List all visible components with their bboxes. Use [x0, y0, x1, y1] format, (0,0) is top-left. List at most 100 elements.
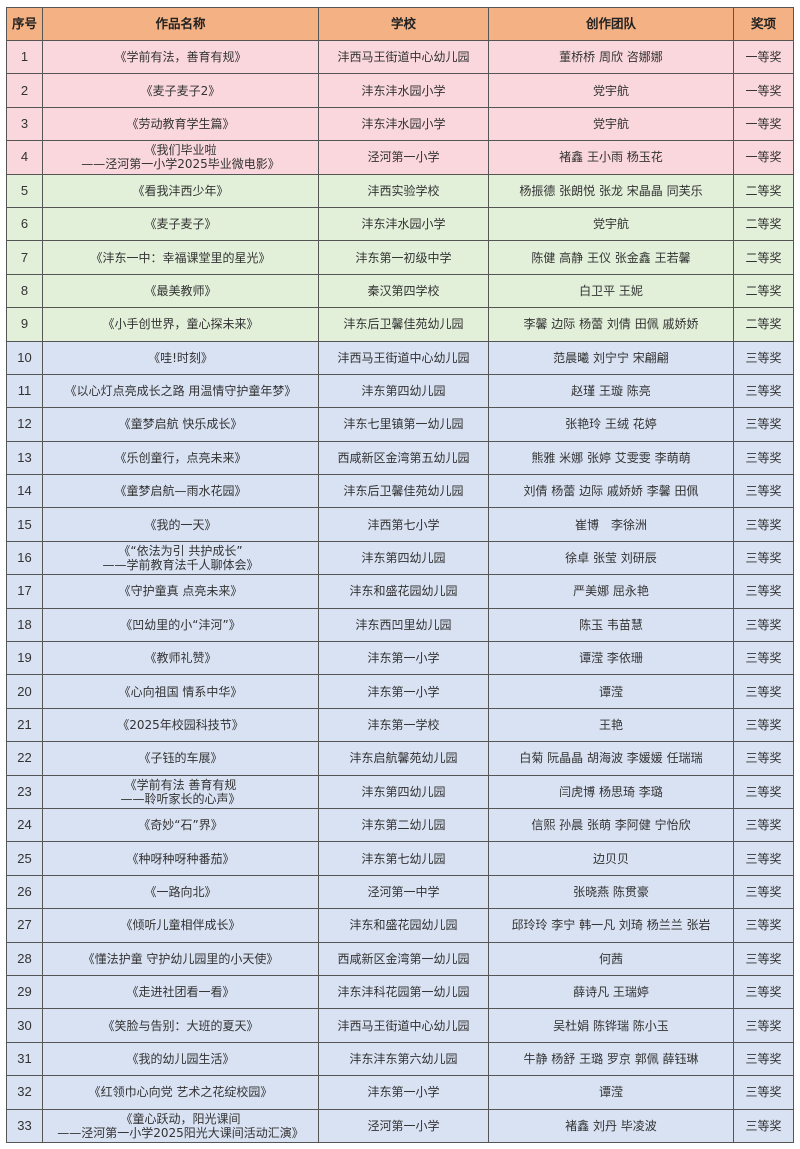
cell-team: 熊雅 米娜 张婷 艾雯雯 李萌萌 [488, 440, 734, 476]
cell-index: 17 [6, 574, 43, 609]
table-row: 20 《心向祖国 情系中华》 沣东第一小学 谭滢 三等奖 [6, 674, 794, 709]
cell-team: 党宇航 [488, 206, 734, 242]
cell-index: 8 [6, 273, 43, 309]
cell-award: 三等奖 [733, 774, 794, 809]
cell-school: 沣东后卫馨佳苑幼儿园 [318, 474, 489, 509]
cell-title: 《懂法护童 守护幼儿园里的小天使》 [42, 941, 319, 976]
cell-title: 《子钰的车展》 [42, 741, 319, 776]
cell-school: 沣西马王街道中心幼儿园 [318, 340, 489, 375]
cell-school: 沣东第四幼儿园 [318, 373, 489, 409]
header-award: 奖项 [733, 7, 794, 41]
cell-team: 谭滢 李依珊 [488, 641, 734, 676]
header-index: 序号 [6, 7, 43, 41]
cell-award: 一等奖 [733, 73, 794, 108]
cell-award: 二等奖 [733, 206, 794, 242]
cell-school: 沣东第二幼儿园 [318, 807, 489, 843]
cell-award: 三等奖 [733, 1041, 794, 1077]
cell-award: 三等奖 [733, 607, 794, 643]
cell-award: 三等奖 [733, 874, 794, 910]
cell-award: 三等奖 [733, 841, 794, 876]
cell-title: 《小手创世界，童心探未来》 [42, 307, 319, 342]
cell-title: 《沣东一中：幸福课堂里的星光》 [42, 240, 319, 275]
cell-award: 三等奖 [733, 707, 794, 743]
cell-award: 一等奖 [733, 106, 794, 142]
cell-title: 《我的幼儿园生活》 [42, 1041, 319, 1077]
cell-team: 褚鑫 刘丹 毕凌波 [488, 1108, 734, 1143]
cell-award: 三等奖 [733, 1008, 794, 1043]
table-row: 26 《一路向北》 泾河第一中学 张晓燕 陈贯豪 三等奖 [6, 874, 794, 910]
cell-index: 13 [6, 440, 43, 476]
cell-team: 徐卓 张莹 刘研辰 [488, 540, 734, 576]
cell-award: 三等奖 [733, 507, 794, 542]
cell-team: 范晨曦 刘宁宁 宋翩翩 [488, 340, 734, 375]
cell-school: 沣西实验学校 [318, 173, 489, 208]
cell-team: 严美娜 屈永艳 [488, 574, 734, 609]
cell-title: 《红领巾心向党 艺术之花绽校园》 [42, 1075, 319, 1110]
table-row: 17 《守护童真 点亮未来》 沣东和盛花园幼儿园 严美娜 屈永艳 三等奖 [6, 574, 794, 609]
cell-index: 30 [6, 1008, 43, 1043]
cell-school: 沣东西凹里幼儿园 [318, 607, 489, 643]
cell-index: 21 [6, 707, 43, 743]
cell-school: 西咸新区金湾第一幼儿园 [318, 941, 489, 976]
cell-team: 谭滢 [488, 1075, 734, 1110]
cell-award: 三等奖 [733, 641, 794, 676]
cell-title: 《“依法为引 共护成长” ——学前教育法千人聊体会》 [42, 540, 319, 576]
cell-index: 26 [6, 874, 43, 910]
table-row: 2 《麦子麦子2》 沣东沣水园小学 党宇航 一等奖 [6, 73, 794, 108]
cell-team: 白卫平 王妮 [488, 273, 734, 309]
table-row: 11 《以心灯点亮成长之路 用温情守护童年梦》 沣东第四幼儿园 赵瑾 王璇 陈亮 三等奖 [6, 373, 794, 409]
cell-title: 《麦子麦子》 [42, 206, 319, 242]
cell-school: 沣东沣水园小学 [318, 206, 489, 242]
table-row: 7 《沣东一中：幸福课堂里的星光》 沣东第一初级中学 陈健 高静 王仪 张金鑫 王若馨… [6, 240, 794, 275]
cell-award: 三等奖 [733, 1075, 794, 1110]
cell-school: 沣东沣科花园第一幼儿园 [318, 974, 489, 1010]
cell-team: 邱玲玲 李宁 韩一凡 刘琦 杨兰兰 张岩 [488, 908, 734, 943]
cell-index: 15 [6, 507, 43, 542]
cell-index: 18 [6, 607, 43, 643]
cell-title: 《乐创童行，点亮未来》 [42, 440, 319, 476]
table-row: 27 《倾听儿童相伴成长》 沣东和盛花园幼儿园 邱玲玲 李宁 韩一凡 刘琦 杨兰兰 张… [6, 908, 794, 943]
cell-award: 二等奖 [733, 307, 794, 342]
cell-index: 31 [6, 1041, 43, 1077]
cell-award: 二等奖 [733, 173, 794, 208]
cell-award: 三等奖 [733, 674, 794, 709]
cell-index: 9 [6, 307, 43, 342]
table-row: 3 《劳动教育学生篇》 沣东沣水园小学 党宇航 一等奖 [6, 106, 794, 142]
cell-title: 《2025年校园科技节》 [42, 707, 319, 743]
cell-title: 《凹幼里的小“沣河”》 [42, 607, 319, 643]
table-row: 13 《乐创童行，点亮未来》 西咸新区金湾第五幼儿园 熊雅 米娜 张婷 艾雯雯 李萌萌… [6, 440, 794, 476]
cell-team: 信熙 孙晨 张萌 李阿健 宁怡欣 [488, 807, 734, 843]
table-row: 15 《我的一天》 沣西第七小学 崔博 李徐洲 三等奖 [6, 507, 794, 542]
table-row: 19 《教师礼赞》 沣东第一小学 谭滢 李依珊 三等奖 [6, 641, 794, 676]
cell-school: 沣东和盛花园幼儿园 [318, 908, 489, 943]
cell-school: 沣东第一小学 [318, 641, 489, 676]
table-row: 8 《最美教师》 秦汉第四学校 白卫平 王妮 二等奖 [6, 273, 794, 309]
cell-team: 党宇航 [488, 106, 734, 142]
cell-award: 二等奖 [733, 240, 794, 275]
cell-title: 《一路向北》 [42, 874, 319, 910]
table-row: 28 《懂法护童 守护幼儿园里的小天使》 西咸新区金湾第一幼儿园 何茜 三等奖 [6, 941, 794, 976]
cell-school: 泾河第一小学 [318, 140, 489, 175]
table-header-row: 序号 作品名称 学校 创作团队 奖项 [6, 7, 794, 41]
cell-award: 二等奖 [733, 273, 794, 309]
cell-title: 《童梦启航—雨水花园》 [42, 474, 319, 509]
table-body: 1 《学前有法，善育有规》 沣西马王街道中心幼儿园 董桥桥 周欣 咨娜娜 一等奖 2 《麦子… [6, 39, 794, 1143]
cell-award: 三等奖 [733, 574, 794, 609]
table-row: 6 《麦子麦子》 沣东沣水园小学 党宇航 二等奖 [6, 206, 794, 242]
cell-award: 一等奖 [733, 140, 794, 175]
cell-team: 杨振德 张朗悦 张龙 宋晶晶 同芙乐 [488, 173, 734, 208]
cell-school: 秦汉第四学校 [318, 273, 489, 309]
cell-school: 沣东第一学校 [318, 707, 489, 743]
cell-team: 何茜 [488, 941, 734, 976]
cell-school: 泾河第一小学 [318, 1108, 489, 1143]
cell-award: 三等奖 [733, 974, 794, 1010]
table-row: 5 《看我沣西少年》 沣西实验学校 杨振德 张朗悦 张龙 宋晶晶 同芙乐 二等奖 [6, 173, 794, 208]
cell-award: 三等奖 [733, 807, 794, 843]
cell-title: 《麦子麦子2》 [42, 73, 319, 108]
cell-index: 2 [6, 73, 43, 108]
table-row: 24 《奇妙“石”界》 沣东第二幼儿园 信熙 孙晨 张萌 李阿健 宁怡欣 三等奖 [6, 807, 794, 843]
cell-award: 三等奖 [733, 741, 794, 776]
table-row: 21 《2025年校园科技节》 沣东第一学校 王艳 三等奖 [6, 707, 794, 743]
cell-index: 1 [6, 39, 43, 75]
cell-school: 泾河第一中学 [318, 874, 489, 910]
